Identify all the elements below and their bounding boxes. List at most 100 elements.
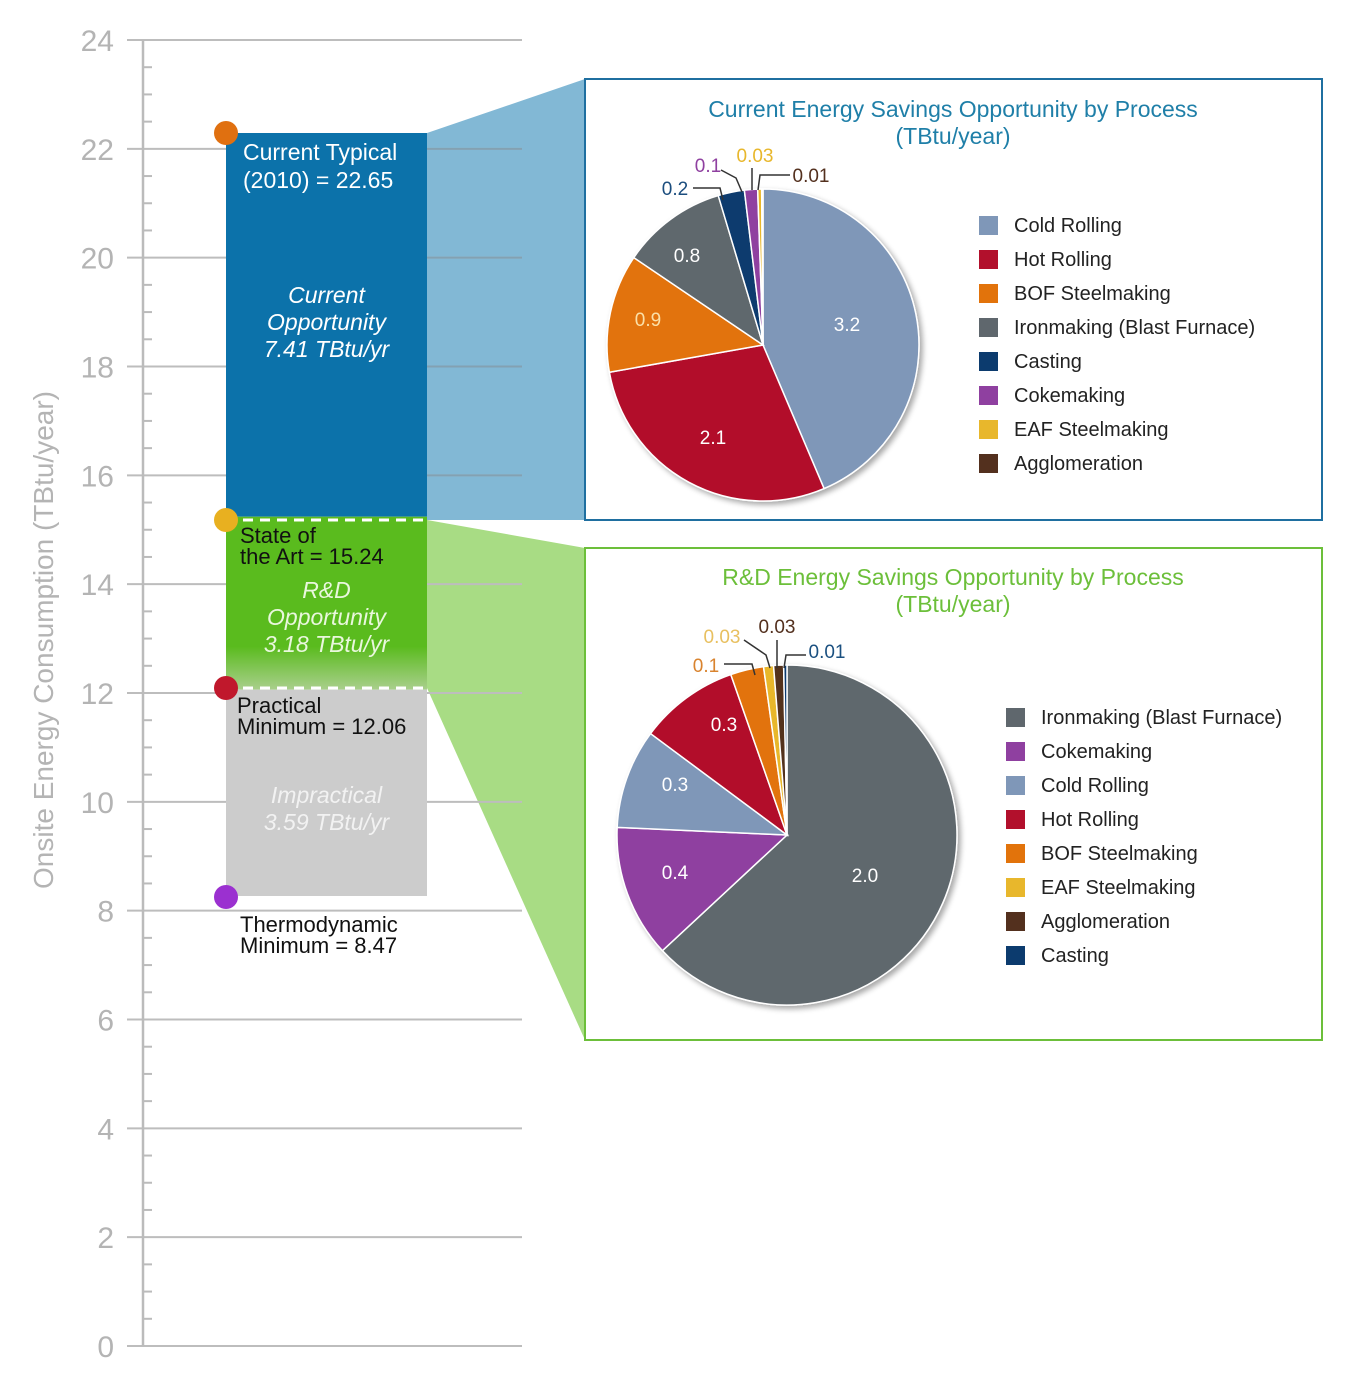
pie-slice (608, 344, 826, 502)
legend-label: BOF Steelmaking (1041, 843, 1198, 865)
state-of-the-art-label: State of (240, 523, 317, 548)
y-axis-label: Onsite Energy Consumption (TBtu/year) (28, 391, 59, 889)
legend-swatch (1006, 776, 1025, 795)
legend-swatch (1006, 708, 1025, 727)
pie-slice (762, 188, 920, 490)
state-of-the-art-label: the Art = 15.24 (240, 544, 384, 569)
thermodynamic-minimum-marker (214, 885, 238, 909)
y-tick-label: 16 (81, 460, 114, 493)
y-tick-label: 2 (97, 1222, 114, 1255)
thermodynamic-minimum-label: Thermodynamic (240, 912, 398, 937)
rd-opportunity-band-label: 3.18 TBtu/yr (264, 631, 391, 657)
state-of-the-art-marker (214, 508, 238, 532)
current-opportunity-band (226, 133, 427, 517)
legend-swatch (979, 420, 998, 439)
legend-label: Casting (1014, 351, 1082, 373)
pie-data-label: 0.1 (695, 156, 721, 177)
y-tick-label: 12 (81, 678, 114, 711)
y-tick-label: 4 (97, 1113, 114, 1146)
legend-label: Ironmaking (Blast Furnace) (1041, 707, 1282, 729)
pie-slices (606, 188, 920, 502)
y-tick-label: 22 (81, 134, 114, 167)
current-typical-label: Current Typical (243, 139, 397, 165)
y-tick-label: 6 (97, 1005, 114, 1038)
pie-data-label: 0.03 (704, 627, 741, 648)
current-opportunity-band-label: Current (288, 282, 366, 308)
legend-swatch (1006, 878, 1025, 897)
impractical-band-label: 3.59 TBtu/yr (264, 809, 391, 835)
legend-label: Ironmaking (Blast Furnace) (1014, 317, 1255, 339)
legend-label: Cokemaking (1014, 385, 1125, 407)
pie-slice (760, 188, 764, 346)
pie-title: Current Energy Savings Opportunity by Pr… (708, 96, 1198, 122)
legend-swatch (1006, 844, 1025, 863)
leader-line (783, 654, 806, 669)
pie-data-label: 0.3 (711, 715, 737, 736)
y-tick-label: 14 (81, 569, 114, 602)
pie-data-label: 3.2 (834, 315, 860, 336)
legend-label: Hot Rolling (1041, 809, 1139, 831)
pie-data-label: 0.2 (662, 179, 688, 200)
pie-data-label: 0.03 (759, 617, 796, 638)
legend-label: EAF Steelmaking (1041, 877, 1196, 899)
legend-label: Casting (1041, 945, 1109, 967)
y-tick-label: 20 (81, 243, 114, 276)
legend-label: Cold Rolling (1041, 775, 1149, 797)
pie-data-label: 0.9 (635, 310, 661, 331)
legend-swatch (979, 318, 998, 337)
practical-minimum-marker (214, 676, 238, 700)
pie-slice (606, 256, 765, 374)
pie-slices (616, 664, 958, 1006)
leader-line (757, 174, 790, 191)
pie-title: (TBtu/year) (895, 123, 1010, 149)
legend-swatch (1006, 946, 1025, 965)
legend-swatch (1006, 912, 1025, 931)
current-pie-chart: Current Energy Savings Opportunity by Pr… (606, 96, 1255, 502)
legend-label: BOF Steelmaking (1014, 283, 1171, 305)
y-tick-label: 10 (81, 787, 114, 820)
legend-label: EAF Steelmaking (1014, 419, 1169, 441)
pie-data-label: 0.4 (662, 863, 689, 884)
legend-label: Cold Rolling (1014, 215, 1122, 237)
pie-data-label: 0.01 (809, 642, 846, 663)
legend-swatch (1006, 810, 1025, 829)
levels: Current Typical(2010) = 22.65 State ofthe… (214, 121, 406, 958)
rd-opportunity-band-label: R&D (302, 577, 351, 603)
legend-swatch (979, 386, 998, 405)
current-opportunity-band-label: Opportunity (267, 309, 387, 335)
pie-slice (616, 732, 790, 836)
pie-data-label: 2.0 (852, 866, 878, 887)
pie-slice (649, 673, 789, 838)
current-opportunity-band-label: 7.41 TBtu/yr (264, 336, 391, 362)
pie-slice (782, 664, 788, 836)
leader-line (724, 663, 756, 676)
legend-swatch (979, 250, 998, 269)
current-typical-label: (2010) = 22.65 (243, 167, 393, 193)
impractical-band (226, 689, 427, 896)
leader-line (743, 639, 771, 669)
y-tick-label: 18 (81, 352, 114, 385)
practical-minimum-label: Practical (237, 693, 321, 718)
legend-label: Agglomeration (1041, 911, 1170, 933)
pie-data-label: 0.1 (693, 656, 719, 677)
y-tick-label: 8 (97, 896, 114, 929)
current-typical-marker (214, 121, 238, 145)
pie-data-label: 0.01 (793, 166, 830, 187)
legend-swatch (979, 454, 998, 473)
legend-label: Cokemaking (1041, 741, 1152, 763)
rd-opportunity-callout (427, 520, 585, 1040)
leader-line (720, 169, 743, 193)
current-opportunity-callout (427, 79, 585, 520)
pie-slice (632, 194, 765, 347)
impractical-band-label: Impractical (271, 782, 383, 808)
leader-line (693, 187, 724, 201)
pie-slice (616, 826, 789, 952)
legend-label: Agglomeration (1014, 453, 1143, 475)
pie-title: (TBtu/year) (895, 591, 1010, 617)
y-tick-label: 0 (97, 1331, 114, 1364)
rd-opportunity-band (226, 516, 427, 690)
legend-swatch (979, 352, 998, 371)
pie-data-label: 0.3 (662, 775, 688, 796)
legend-swatch (979, 216, 998, 235)
